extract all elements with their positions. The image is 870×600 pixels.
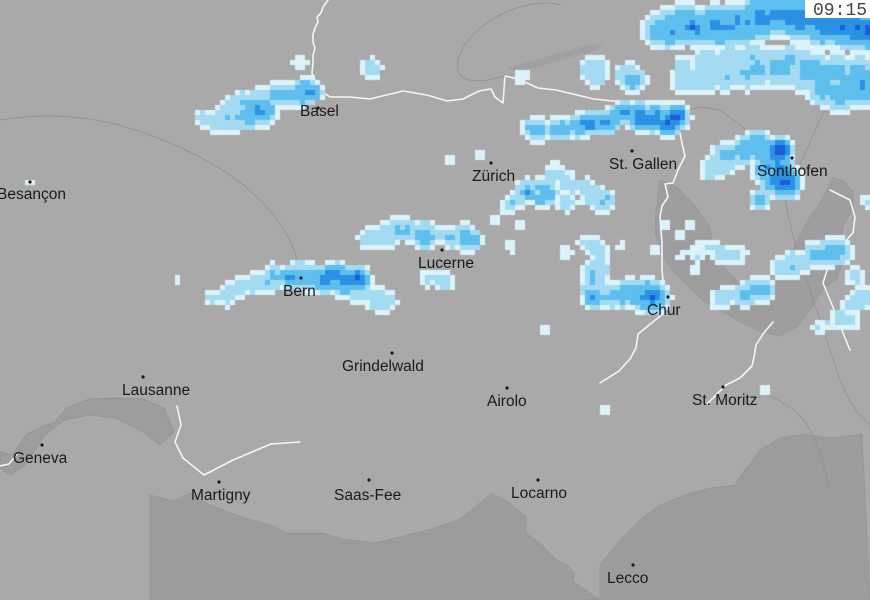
svg-text:Sonthofen: Sonthofen (757, 163, 828, 180)
svg-text:Besançon: Besançon (0, 186, 66, 203)
svg-text:Grindelwald: Grindelwald (342, 358, 424, 375)
svg-text:Basel: Basel (300, 103, 339, 120)
svg-text:Bern: Bern (283, 283, 316, 300)
svg-text:Saas-Fee: Saas-Fee (334, 487, 401, 504)
svg-text:Chur: Chur (647, 302, 681, 319)
svg-text:Lucerne: Lucerne (418, 255, 474, 272)
svg-text:Lecco: Lecco (607, 570, 648, 587)
svg-text:St. Gallen: St. Gallen (609, 156, 677, 173)
svg-text:Zürich: Zürich (472, 168, 515, 185)
svg-text:Locarno: Locarno (511, 485, 567, 502)
svg-text:Geneva: Geneva (13, 450, 68, 467)
svg-text:Martigny: Martigny (191, 487, 251, 504)
svg-text:Lausanne: Lausanne (122, 382, 190, 399)
svg-text:Airolo: Airolo (487, 393, 527, 410)
svg-text:St. Moritz: St. Moritz (692, 392, 757, 409)
